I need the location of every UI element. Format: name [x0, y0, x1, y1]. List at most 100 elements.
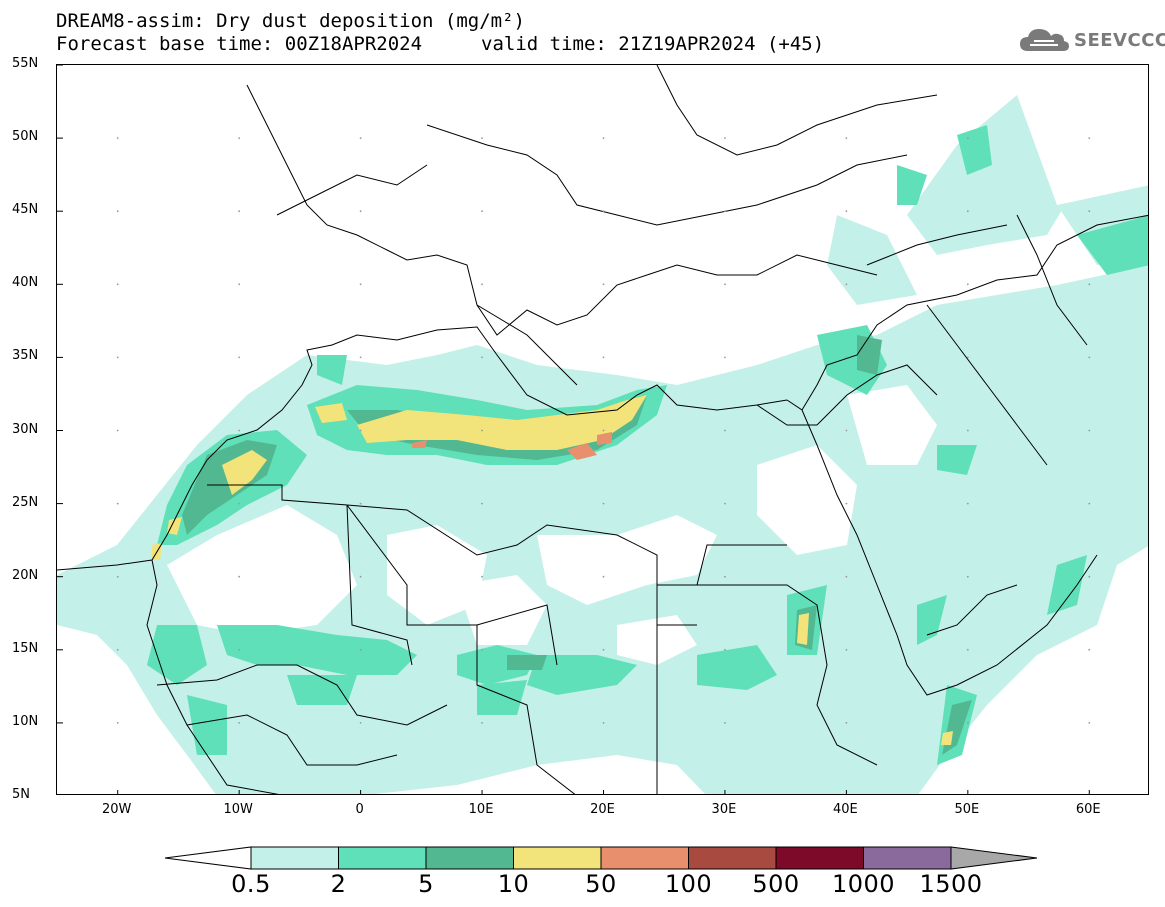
grid-dot — [724, 648, 726, 651]
dust-fields — [57, 65, 1148, 794]
legend-threshold-label: 50 — [585, 870, 617, 898]
grid-dot — [724, 429, 726, 432]
grid-dot — [602, 722, 605, 724]
grid-dot — [359, 356, 362, 359]
lon-tick-label: 10W — [223, 802, 253, 817]
grid-dot — [845, 283, 848, 286]
grid-dot — [116, 575, 119, 578]
lat-tick-label: 35N — [12, 348, 39, 364]
grid-dot — [1088, 210, 1091, 213]
grid-dot — [602, 575, 605, 578]
grid-dot — [116, 283, 119, 286]
legend-swatch — [425, 846, 514, 870]
grid-dot — [966, 283, 969, 286]
seevccc-logo: SEEVCCC — [1018, 24, 1165, 56]
grid-dot — [1088, 137, 1091, 139]
grid-dot — [602, 502, 605, 505]
lat-tick-label: 30N — [12, 421, 39, 437]
grid-dot — [966, 210, 969, 213]
grid-dot — [845, 429, 848, 432]
grid-dot — [724, 502, 726, 505]
map-title: DREAM8-assim: Dry dust deposition (mg/m²… — [56, 10, 525, 32]
legend-swatch — [775, 846, 864, 870]
grid-dot — [966, 429, 969, 432]
grid-dot — [724, 575, 726, 578]
grid-dot — [116, 722, 119, 724]
lon-tick-label: 20E — [590, 802, 615, 817]
lon-tick-label: 10E — [468, 802, 494, 817]
grid-dot — [238, 648, 241, 651]
grid-dot — [481, 210, 483, 213]
legend-threshold-label: 500 — [752, 870, 800, 898]
map-panel — [56, 64, 1149, 795]
grid-dot — [602, 283, 605, 286]
lat-tick-label: 20N — [12, 567, 39, 583]
lon-tick-label: 0 — [355, 802, 364, 817]
grid-dot — [359, 137, 362, 139]
lat-tick-label: 45N — [12, 202, 39, 218]
lat-tick-label: 50N — [12, 129, 39, 145]
lat-tick-label: 55N — [12, 56, 39, 71]
grid-dot — [359, 283, 362, 286]
grid-dot — [238, 429, 241, 432]
grid-dot — [481, 283, 483, 286]
lon-tick-label: 50E — [954, 802, 980, 817]
grid-dot — [845, 210, 848, 213]
grid-dot — [116, 137, 119, 139]
legend-threshold-label: 5 — [418, 870, 434, 898]
grid-dot — [602, 210, 605, 213]
grid-dot — [724, 210, 726, 213]
valid-time: valid time: 21Z19APR2024 (+45) — [481, 33, 825, 55]
grid-dot — [359, 502, 362, 505]
grid-dot — [481, 648, 483, 651]
dust-level-10 — [152, 395, 953, 745]
grid-dot — [116, 429, 119, 432]
grid-dot — [1088, 356, 1091, 359]
grid-dot — [602, 356, 605, 359]
legend-swatch — [688, 846, 777, 870]
grid-dot — [481, 356, 483, 359]
legend-swatch — [250, 846, 339, 870]
grid-dot — [359, 722, 362, 724]
lat-tick-label: 10N — [12, 713, 39, 729]
legend-lower-arrow — [164, 846, 252, 870]
legend-threshold-label: 10 — [497, 870, 530, 898]
grid-dot — [359, 648, 362, 651]
grid-dot — [116, 210, 119, 213]
grid-dot — [238, 283, 241, 286]
legend-threshold-label: 1000 — [831, 870, 896, 898]
grid-dot — [481, 502, 483, 505]
grid-dot — [966, 137, 969, 139]
grid-dot — [1088, 502, 1091, 505]
grid-dot — [238, 137, 241, 139]
legend-threshold-label: 0.5 — [231, 870, 271, 898]
grid-dot — [1088, 283, 1091, 286]
legend-swatch — [513, 846, 602, 870]
lat-tick-label: 25N — [12, 494, 39, 510]
grid-dot — [238, 502, 241, 505]
grid-dot — [238, 575, 241, 578]
grid-dot — [238, 356, 241, 359]
grid-dot — [724, 356, 726, 359]
legend-threshold-label: 1500 — [919, 870, 983, 898]
grid-dot — [1088, 575, 1091, 578]
grid-dot — [966, 575, 969, 578]
grid-dot — [724, 283, 726, 286]
dust-free-areas — [57, 65, 1148, 794]
dust-level-50 — [412, 432, 612, 460]
grid-dot — [1088, 429, 1091, 432]
grid-dot — [966, 502, 969, 505]
lat-tick-label: 5N — [12, 787, 30, 802]
lon-tick-label: 40E — [832, 802, 858, 817]
grid-dot — [966, 648, 969, 651]
grid-dot — [481, 429, 483, 432]
grid-dot — [238, 722, 241, 724]
grid-dot — [845, 575, 848, 578]
grid-dot — [481, 575, 483, 578]
grid-dot — [602, 429, 605, 432]
grid-dot — [724, 137, 726, 139]
cloud-icon — [1020, 29, 1069, 51]
lon-tick-label: 60E — [1075, 802, 1101, 817]
grid-dot — [602, 137, 605, 139]
grid-dot — [845, 648, 848, 651]
